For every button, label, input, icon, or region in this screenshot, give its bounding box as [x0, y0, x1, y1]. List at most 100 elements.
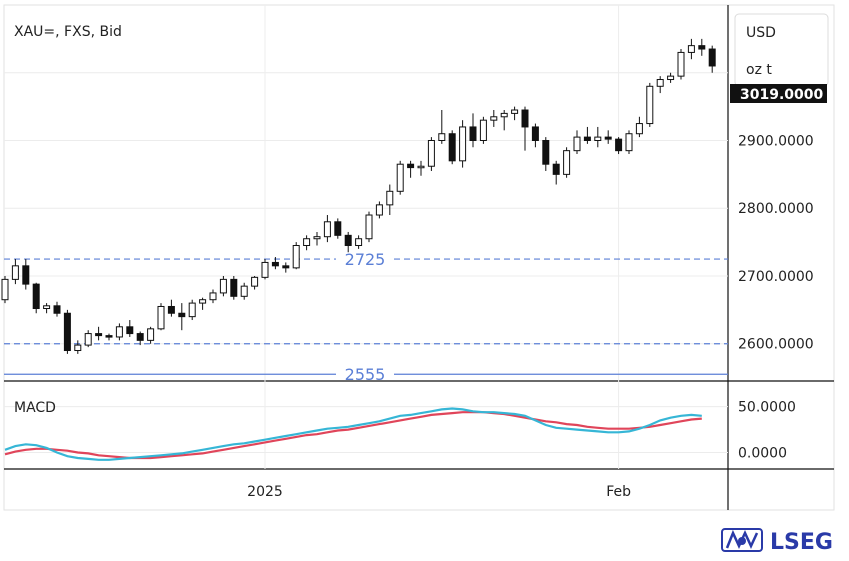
candle-body: [115, 326, 123, 338]
candle-body: [656, 79, 664, 87]
candle: [323, 215, 331, 243]
candle: [11, 259, 19, 285]
candle: [63, 309, 71, 354]
lseg-logo: LSEG: [721, 528, 833, 555]
candle-body: [521, 109, 529, 128]
candle-body: [469, 126, 477, 141]
candle-body: [1, 278, 9, 301]
candle: [355, 235, 363, 249]
candle: [573, 130, 581, 155]
candle-body: [708, 48, 716, 67]
candle: [334, 218, 342, 239]
candle-body: [188, 302, 196, 318]
candle-body: [500, 112, 508, 118]
candle: [708, 45, 716, 73]
candle: [677, 49, 685, 80]
candle: [271, 257, 279, 270]
candle: [240, 282, 248, 300]
candle: [32, 282, 40, 314]
unit-label: oz t: [746, 62, 772, 78]
candle: [43, 303, 51, 314]
candle: [219, 275, 227, 297]
signal-line: [4, 411, 702, 460]
price-axis-ticks: 2600.0000 2700.0000 2800.0000 2900.0000 0.00…: [738, 133, 814, 461]
candle-body: [542, 139, 550, 165]
candle-body: [43, 305, 51, 310]
candle: [251, 275, 259, 290]
candle-body: [698, 45, 706, 50]
candle: [438, 110, 446, 144]
candle-body: [95, 333, 103, 337]
candle-body: [219, 278, 227, 294]
candle: [635, 116, 643, 138]
candle: [531, 123, 539, 148]
candle: [646, 82, 654, 127]
candle: [115, 323, 123, 341]
candle-body: [625, 133, 633, 152]
candle: [188, 299, 196, 321]
candlestick-series: [1, 38, 716, 354]
candle: [22, 259, 30, 290]
time-axis-ticks: 2025FebMar: [247, 484, 631, 500]
candle: [136, 331, 144, 346]
macd-pane-title: MACD: [14, 400, 56, 416]
candle: [500, 110, 508, 131]
candle: [542, 137, 550, 171]
candle: [126, 320, 134, 337]
candle: [178, 303, 186, 331]
candle-body: [511, 109, 519, 114]
candle-body: [84, 333, 92, 346]
candle: [167, 299, 175, 317]
candle-body: [147, 328, 155, 341]
candle-body: [490, 116, 498, 121]
last-price-value: 3019.0000: [740, 87, 824, 103]
candle-body: [583, 136, 591, 141]
candle-body: [11, 265, 19, 280]
candle-body: [32, 283, 40, 310]
candle: [261, 259, 269, 280]
candle-body: [313, 236, 321, 240]
candle-body: [417, 165, 425, 169]
candle: [74, 340, 82, 354]
candle-body: [157, 305, 165, 330]
candle-body: [615, 138, 623, 152]
candle-body: [240, 285, 248, 297]
candle-body: [63, 312, 71, 352]
price-tick-label: 2600.0000: [738, 337, 814, 353]
time-tick-label: 2025: [247, 484, 283, 500]
macd-tick-label: 50.0000: [738, 400, 796, 416]
candle-body: [261, 261, 269, 278]
candle-body: [407, 163, 415, 169]
candle: [459, 120, 467, 168]
candle: [396, 160, 404, 195]
time-tick-label: Feb: [606, 484, 631, 500]
price-tick-label: 2700.0000: [738, 269, 814, 285]
instrument-label: XAU=, FXS, Bid: [14, 24, 122, 40]
candle: [344, 231, 352, 253]
candle-body: [459, 126, 467, 162]
candle: [157, 303, 165, 331]
candle: [417, 160, 425, 176]
candle: [375, 201, 383, 219]
candle-body: [209, 292, 217, 301]
candle-body: [136, 333, 144, 341]
candle: [469, 113, 477, 148]
candle: [95, 326, 103, 341]
candle: [563, 147, 571, 178]
candle: [511, 106, 519, 121]
candle-body: [53, 305, 61, 314]
last-price-tag: [730, 84, 827, 103]
price-tick-label: 2900.0000: [738, 133, 814, 149]
candle-body: [573, 136, 581, 152]
crest-icon: [721, 528, 763, 552]
candle-body: [344, 234, 352, 247]
candle-body: [677, 51, 685, 77]
candle-body: [438, 133, 446, 141]
candle-body: [199, 299, 207, 304]
candle-body: [563, 150, 571, 175]
candle-body: [552, 163, 560, 175]
candle: [303, 235, 311, 251]
candle-body: [167, 305, 175, 314]
macd-tick-label: 0.0000: [738, 446, 787, 462]
candle: [615, 137, 623, 155]
